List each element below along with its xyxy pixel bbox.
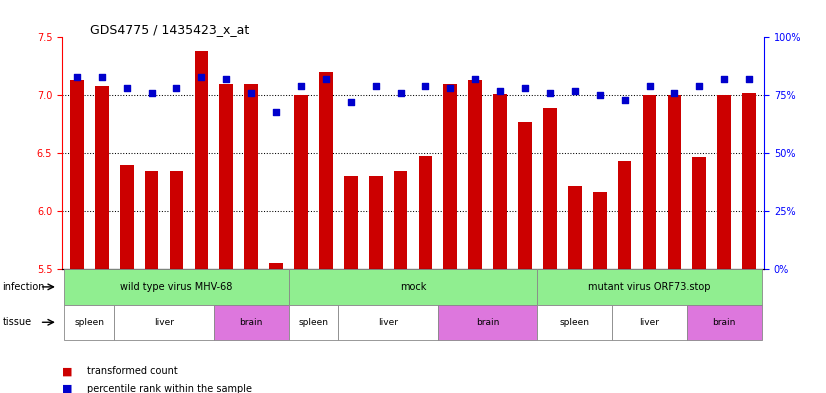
Point (394, 90, 407, 96)
Bar (64, 305, 114, 340)
Point (444, 85, 457, 92)
Point (244, 90, 258, 96)
Bar (643, 95, 657, 269)
Bar (145, 171, 159, 269)
Bar (493, 94, 507, 269)
Point (120, 85, 133, 92)
Bar (568, 186, 582, 269)
Point (544, 90, 557, 96)
Bar (339, 305, 438, 340)
Bar (612, 305, 687, 340)
Point (643, 83, 656, 89)
Point (70, 73, 83, 80)
Bar (64, 269, 288, 305)
Bar (468, 80, 482, 269)
Point (743, 76, 756, 82)
Text: transformed count: transformed count (87, 366, 178, 376)
Point (369, 83, 382, 89)
Point (667, 90, 681, 96)
Point (519, 85, 532, 92)
Bar (444, 84, 458, 269)
Point (294, 83, 307, 89)
Bar (294, 95, 308, 269)
Point (493, 88, 506, 94)
Text: mutant virus ORF73.stop: mutant virus ORF73.stop (588, 282, 711, 292)
Text: brain: brain (476, 318, 500, 327)
Bar (288, 269, 538, 305)
Bar (195, 51, 208, 269)
Point (718, 76, 731, 82)
Bar (319, 72, 333, 269)
Point (693, 83, 706, 89)
Bar (692, 157, 706, 269)
Bar (618, 162, 631, 269)
Text: wild type virus MHV-68: wild type virus MHV-68 (121, 282, 233, 292)
Point (618, 97, 631, 103)
Text: ■: ■ (62, 366, 73, 376)
Bar (114, 305, 214, 340)
Point (170, 85, 183, 92)
Bar (419, 156, 432, 269)
Text: GDS4775 / 1435423_x_at: GDS4775 / 1435423_x_at (90, 23, 249, 36)
Bar (169, 171, 183, 269)
Bar (394, 171, 407, 269)
Bar (288, 305, 339, 340)
Text: spleen: spleen (74, 318, 104, 327)
Text: spleen: spleen (298, 318, 329, 327)
Bar (538, 305, 612, 340)
Bar (743, 93, 756, 269)
Point (220, 76, 233, 82)
Bar (667, 95, 681, 269)
Bar (70, 80, 83, 269)
Text: liver: liver (378, 318, 398, 327)
Bar (368, 176, 382, 269)
Point (145, 90, 159, 96)
Bar (687, 305, 762, 340)
Text: percentile rank within the sample: percentile rank within the sample (87, 384, 252, 393)
Point (568, 88, 582, 94)
Text: mock: mock (400, 282, 426, 292)
Bar (593, 191, 606, 269)
Bar (538, 269, 762, 305)
Text: liver: liver (154, 318, 174, 327)
Text: tissue: tissue (2, 317, 31, 327)
Bar (214, 305, 288, 340)
Point (593, 92, 606, 98)
Bar (543, 108, 557, 269)
Text: liver: liver (639, 318, 659, 327)
Bar (344, 176, 358, 269)
Bar (120, 165, 134, 269)
Bar (244, 84, 258, 269)
Point (344, 99, 358, 105)
Bar (518, 122, 532, 269)
Text: spleen: spleen (560, 318, 590, 327)
Point (419, 83, 432, 89)
Bar (438, 305, 538, 340)
Bar (269, 263, 283, 269)
Point (320, 76, 333, 82)
Text: brain: brain (713, 318, 736, 327)
Point (195, 73, 208, 80)
Text: infection: infection (2, 282, 45, 292)
Text: brain: brain (240, 318, 263, 327)
Point (468, 76, 482, 82)
Bar (220, 84, 233, 269)
Point (269, 108, 282, 115)
Bar (95, 86, 109, 269)
Text: ■: ■ (62, 384, 73, 393)
Bar (717, 95, 731, 269)
Point (95, 73, 108, 80)
